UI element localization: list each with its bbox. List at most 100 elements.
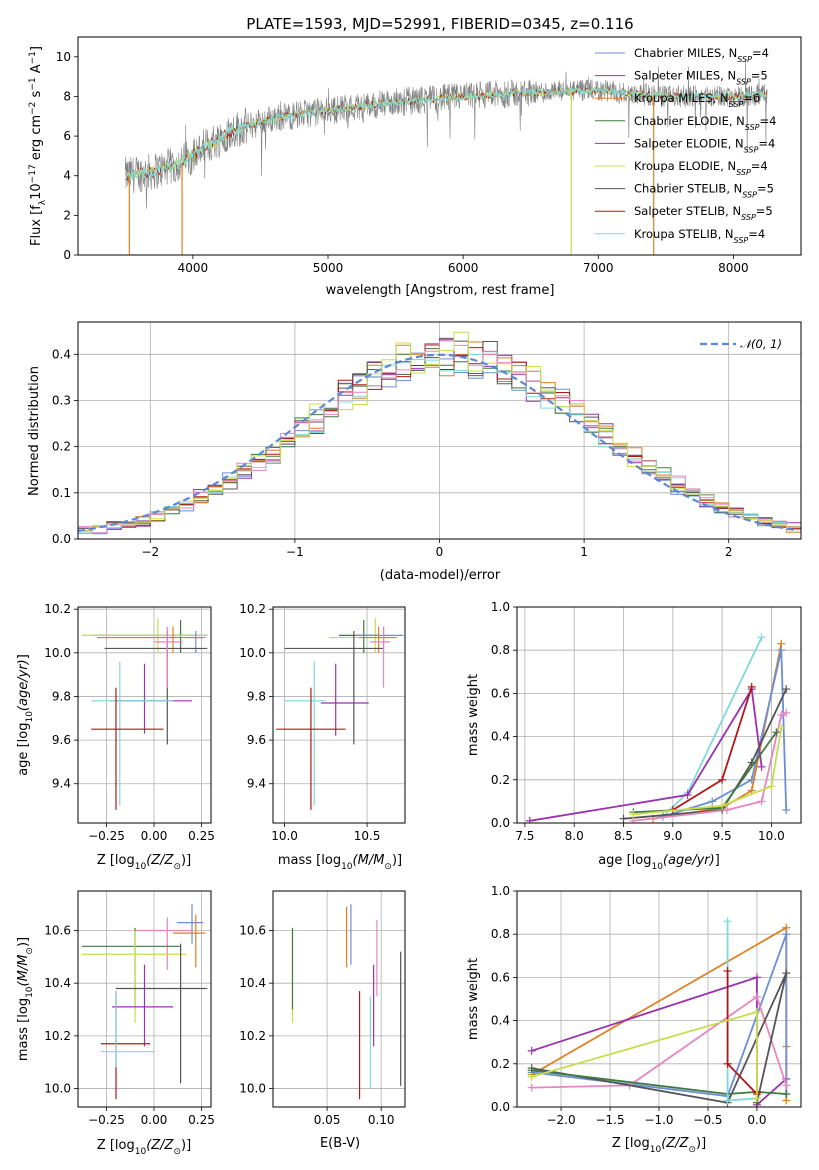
model-spectrum	[124, 85, 767, 181]
axes-frame	[77, 36, 802, 256]
y-tick-label: 0.4	[52, 347, 71, 361]
y-tick-label: 0.3	[52, 393, 71, 407]
y-tick-label: 1.0	[491, 600, 510, 614]
x-tick-label: 8.5	[614, 829, 633, 843]
label-fragment: ⊙	[173, 1147, 181, 1157]
panel-mass-vs-Z: −0.25 0.00 0.25 10.0 10.2 10.4 10.6	[44, 890, 215, 1127]
label-fragment: 10	[135, 862, 147, 872]
mass-weight-series	[662, 636, 763, 818]
y-tick-label: 10.2	[44, 602, 71, 616]
label-fragment: Salpeter ELODIE, N	[634, 136, 744, 150]
label-fragment: age [log	[16, 723, 31, 776]
label-fragment: SSP	[729, 100, 744, 109]
y-tick-label: 9.4	[247, 777, 266, 791]
y-tick-label: 10.6	[44, 924, 71, 938]
label-fragment: =4	[748, 227, 765, 241]
label-fragment: =6	[743, 91, 760, 105]
x-axis-label: wavelength [Angstrom, rest frame]	[326, 283, 555, 298]
x-tick-label: 6000	[448, 261, 479, 275]
label-fragment: =4	[751, 159, 768, 173]
y-axis-label: age [log10(age/yr)]	[16, 654, 35, 776]
mass-weight-series	[529, 686, 763, 822]
label-fragment: Flux [f	[29, 205, 44, 246]
panel-mass-vs-EBV: 0.05 0.10 10.0 10.2 10.4 10.6	[239, 890, 406, 1127]
x-axis-label: Z [log10(Z/Z⊙)]	[97, 853, 191, 872]
label-fragment: Chabrier STELIB, N	[634, 182, 742, 196]
plot-area	[78, 891, 211, 1107]
plot-area	[78, 322, 801, 539]
axes-frame	[516, 890, 802, 1108]
y-tick-label: 0.2	[491, 1057, 510, 1071]
label-fragment: 10	[29, 183, 44, 200]
label-fragment: =4	[752, 46, 769, 60]
label-fragment: Z [log	[612, 1136, 650, 1151]
y-tick-label: 8	[63, 89, 71, 103]
x-tick-label: 8.0	[565, 829, 584, 843]
label-fragment: mass [log	[278, 853, 341, 868]
x-tick-label: 9.0	[663, 829, 682, 843]
label-fragment: 10	[25, 986, 35, 998]
label-fragment: Salpeter STELIB, N	[634, 204, 741, 218]
x-tick-label: 7.5	[515, 829, 534, 843]
label-fragment: SSP	[736, 168, 751, 177]
x-tick-label: 0.10	[368, 1113, 395, 1127]
x-tick-label: −2.0	[546, 1113, 575, 1127]
mass-weight-series	[633, 727, 783, 816]
y-tick-label: 0.0	[491, 816, 510, 830]
plot-area	[273, 891, 405, 1107]
x-tick-label: 0	[436, 545, 444, 559]
y-axis-label: Flux [fλ10−17 erg cm−2 s−1 A−1]	[28, 46, 48, 246]
y-tick-label: 10.0	[44, 1082, 71, 1096]
x-tick-label: 2	[725, 545, 733, 559]
y-tick-label: 0.8	[491, 927, 510, 941]
label-fragment: )]	[392, 853, 402, 868]
legend-entry: Salpeter ELODIE, NSSP=4	[634, 136, 775, 154]
label-fragment: (age/yr)	[16, 659, 31, 711]
label-fragment: −2	[28, 102, 38, 115]
panel-age-vs-mass: 10.0 10.5 9.4 9.6 9.8 10.0 10.2	[239, 602, 406, 843]
legend-entry: 𝒩(0, 1)	[740, 337, 782, 351]
y-tick-label: 10	[56, 50, 71, 64]
legend-entry: Kroupa STELIB, NSSP=4	[634, 227, 765, 245]
y-tick-label: 0.2	[52, 440, 71, 454]
y-tick-label: 9.6	[52, 733, 71, 747]
label-fragment: −1	[28, 77, 38, 90]
label-fragment: 10	[650, 1145, 662, 1155]
label-fragment: (age/yr)	[663, 853, 715, 868]
panel-mass-weight-vs-age: 7.5 8.0 8.5 9.0 9.5 10.0 0.0 0.2 0.4 0.6 0.8 1.0	[491, 600, 802, 843]
x-axis-label: E(B-V)	[320, 1136, 360, 1151]
label-fragment: SSP	[745, 122, 760, 131]
y-tick-label: 0	[63, 248, 71, 262]
plot-area	[273, 607, 405, 823]
label-fragment: Kroupa MILES, N	[634, 91, 729, 105]
x-tick-label: 0.25	[188, 1113, 215, 1127]
panel-age-vs-Z: −0.25 0.00 0.25 9.4 9.6 9.8 10.0 10.2	[44, 602, 215, 843]
x-tick-label: 0.05	[314, 1113, 341, 1127]
axes-frame	[77, 890, 212, 1108]
legend-entry: Chabrier MILES, NSSP=4	[634, 46, 769, 64]
y-tick-label: 10.0	[44, 646, 71, 660]
x-axis-label: mass [log10(M/M⊙)]	[278, 853, 402, 872]
mass-weight-series	[672, 686, 753, 811]
y-tick-label: 10.0	[239, 646, 266, 660]
y-axis-label: Normed distribution	[27, 366, 42, 496]
plot-area	[78, 607, 211, 823]
y-tick-label: 10.2	[239, 1029, 266, 1043]
y-tick-label: 0.4	[491, 1014, 510, 1028]
label-fragment: −1	[28, 51, 38, 64]
plot-area	[124, 61, 768, 255]
label-fragment: A	[29, 64, 44, 77]
axes-frame	[516, 606, 802, 824]
label-fragment: 10	[135, 1147, 147, 1157]
label-fragment: SSP	[744, 145, 759, 154]
x-tick-label: −1.5	[595, 1113, 624, 1127]
label-fragment: −17	[28, 164, 38, 183]
x-tick-label: 7000	[583, 261, 614, 275]
x-tick-label: 0.0	[747, 1113, 766, 1127]
label-fragment: Chabrier MILES, N	[634, 46, 737, 60]
label-fragment: )]	[16, 937, 31, 947]
label-fragment: ]	[715, 853, 720, 868]
label-fragment: )]	[696, 1136, 706, 1151]
y-tick-label: 0.6	[491, 686, 510, 700]
